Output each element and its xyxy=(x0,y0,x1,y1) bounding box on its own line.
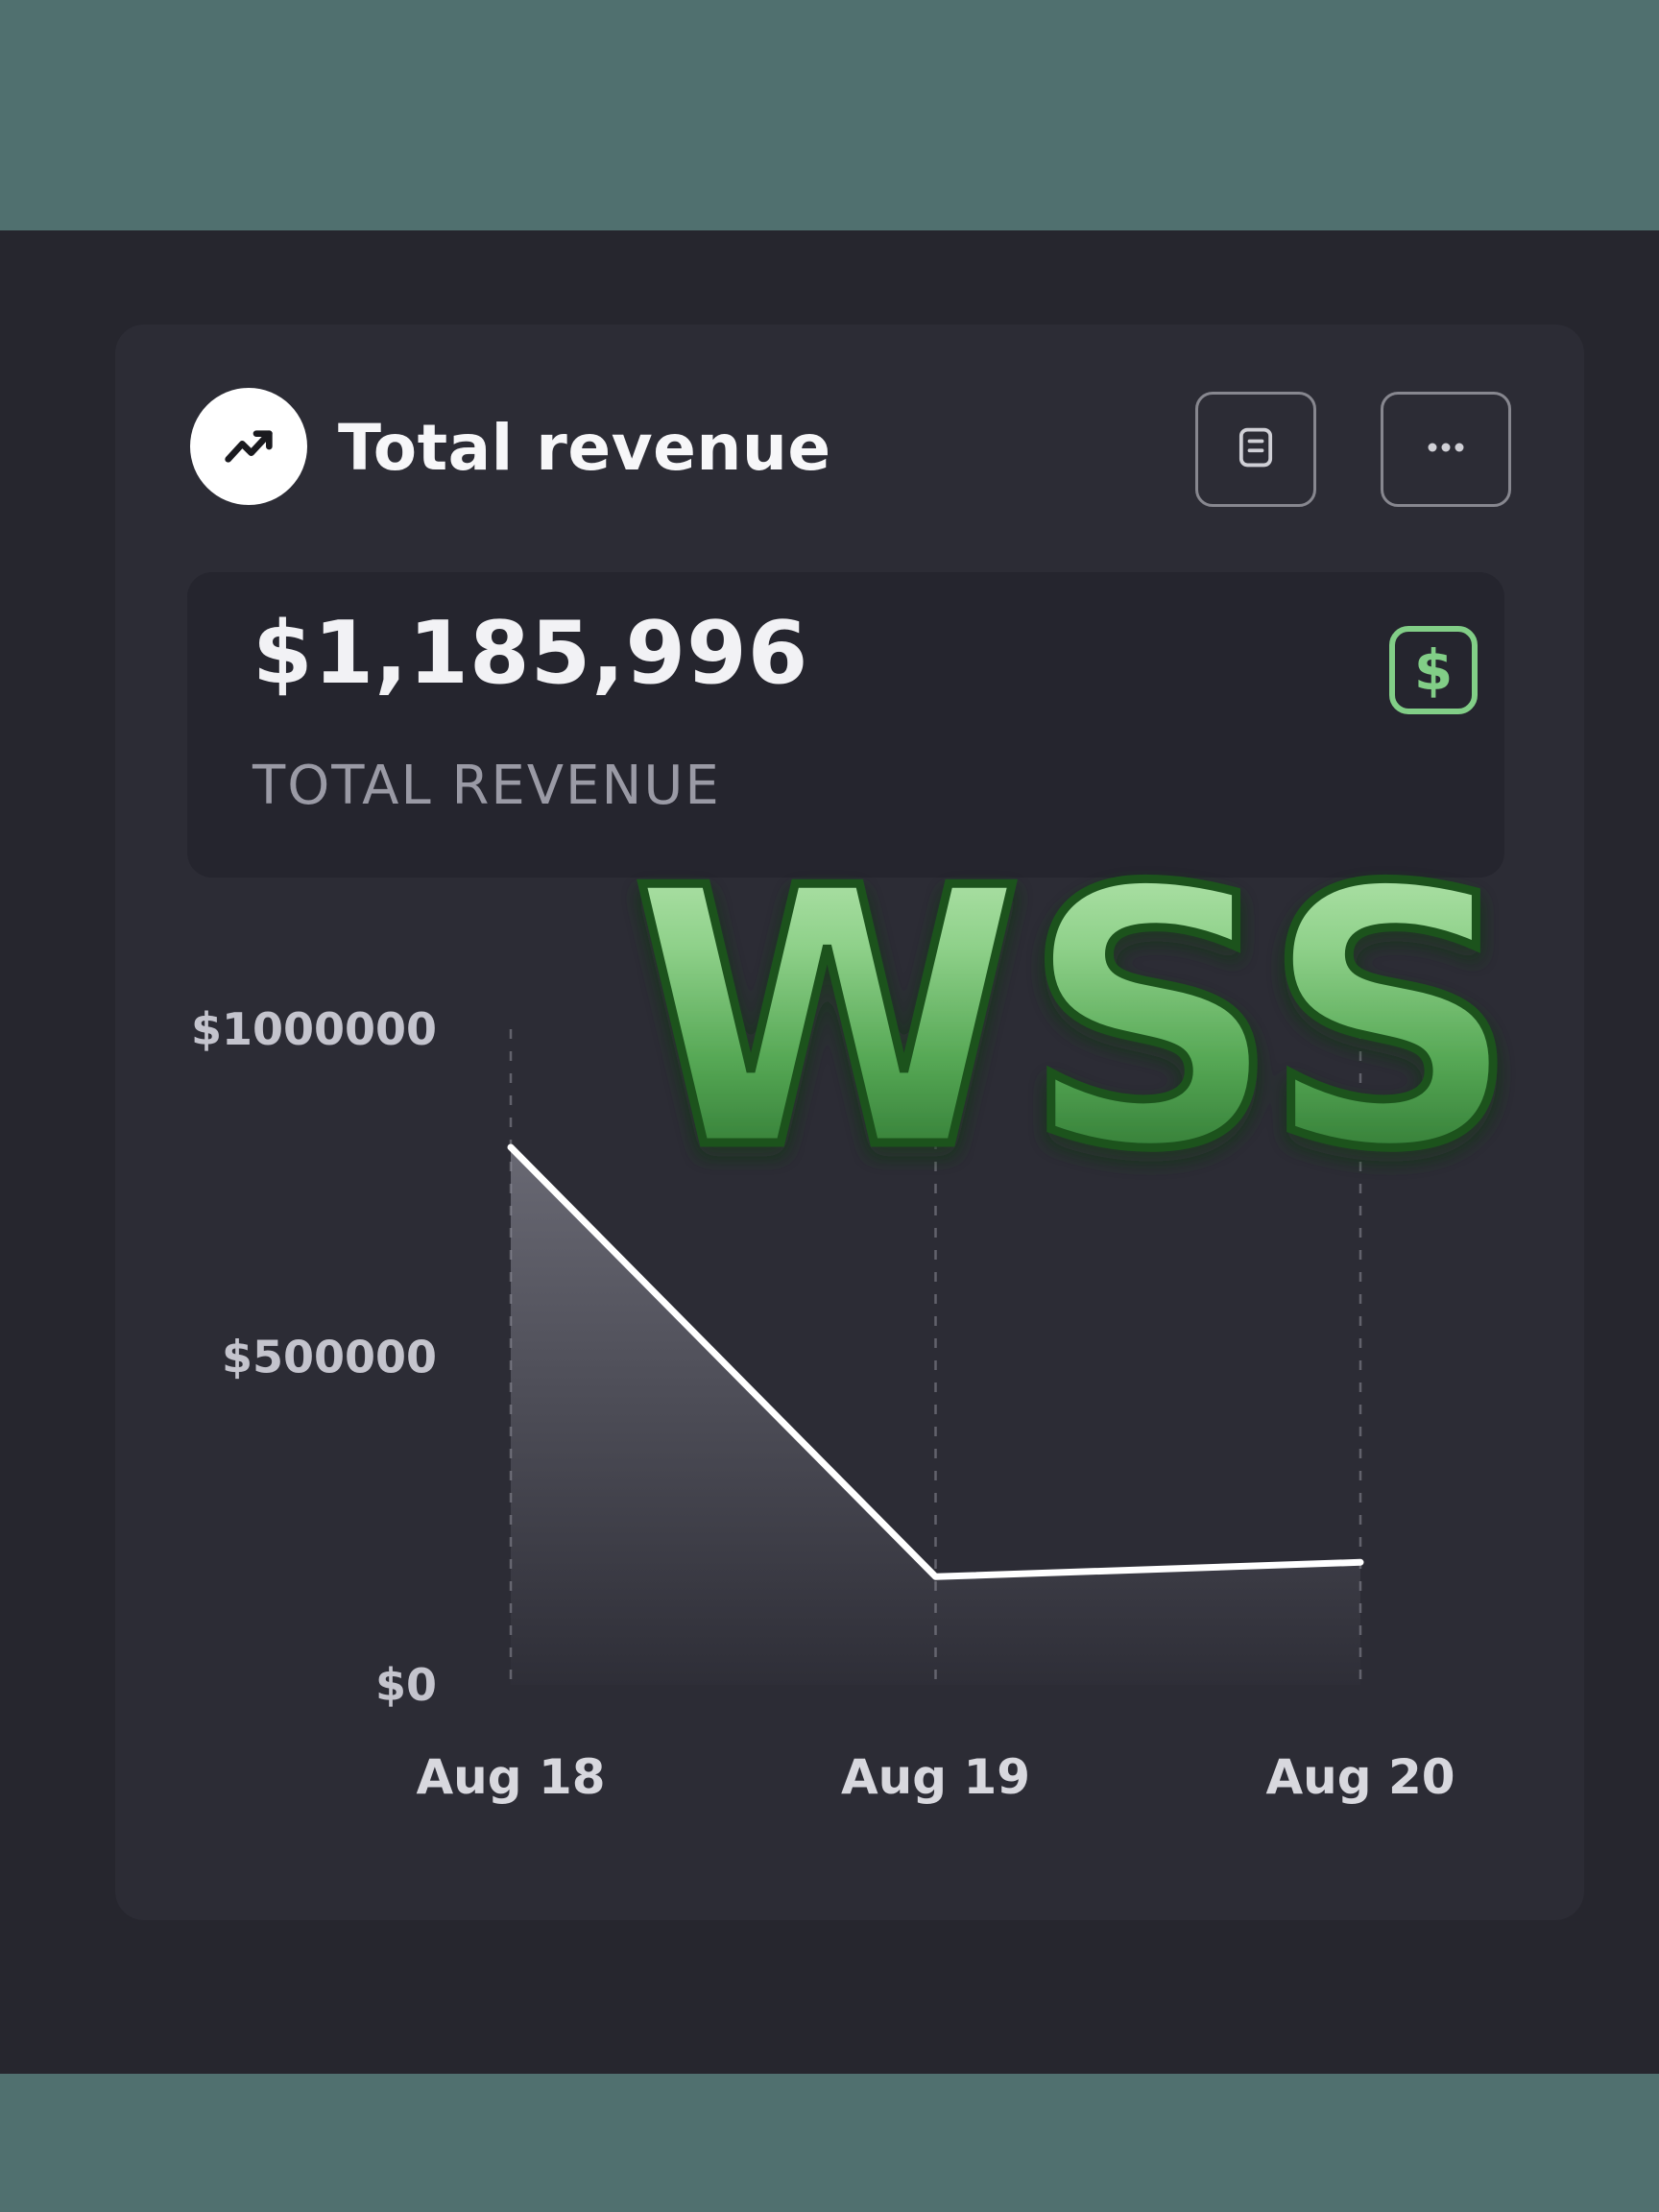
y-axis-label: $0 xyxy=(375,1659,437,1711)
revenue-chart: Aug 18 Aug 19 Aug 20 $0 $500000 $1000000 xyxy=(191,1003,1455,1805)
card-title: Total revenue xyxy=(338,411,831,485)
top-band xyxy=(0,0,1659,230)
more-options-button[interactable] xyxy=(1381,392,1511,507)
total-revenue-card: Total revenue $1,185,996 TOTAL REVENUE $ xyxy=(115,325,1584,1920)
x-axis-label: Aug 19 xyxy=(841,1749,1030,1805)
x-axis-label: Aug 20 xyxy=(1265,1749,1455,1805)
y-axis-label: $1000000 xyxy=(191,1003,437,1055)
revenue-line xyxy=(507,1143,1364,1580)
note-icon xyxy=(1231,422,1281,476)
y-axis-label: $500000 xyxy=(222,1332,437,1383)
revenue-stat-panel: $1,185,996 TOTAL REVENUE $ xyxy=(187,572,1504,878)
revenue-value: $1,185,996 xyxy=(252,603,809,704)
dollar-glyph: $ xyxy=(1413,637,1454,703)
trend-chart-icon xyxy=(190,388,307,505)
bottom-band xyxy=(0,2074,1659,2212)
revenue-label: TOTAL REVENUE xyxy=(252,755,721,817)
ellipsis-icon xyxy=(1419,421,1473,478)
area-fill xyxy=(511,1146,1360,1685)
note-button[interactable] xyxy=(1195,392,1316,507)
dollar-icon: $ xyxy=(1389,626,1478,714)
x-axis-label: Aug 18 xyxy=(416,1749,605,1805)
